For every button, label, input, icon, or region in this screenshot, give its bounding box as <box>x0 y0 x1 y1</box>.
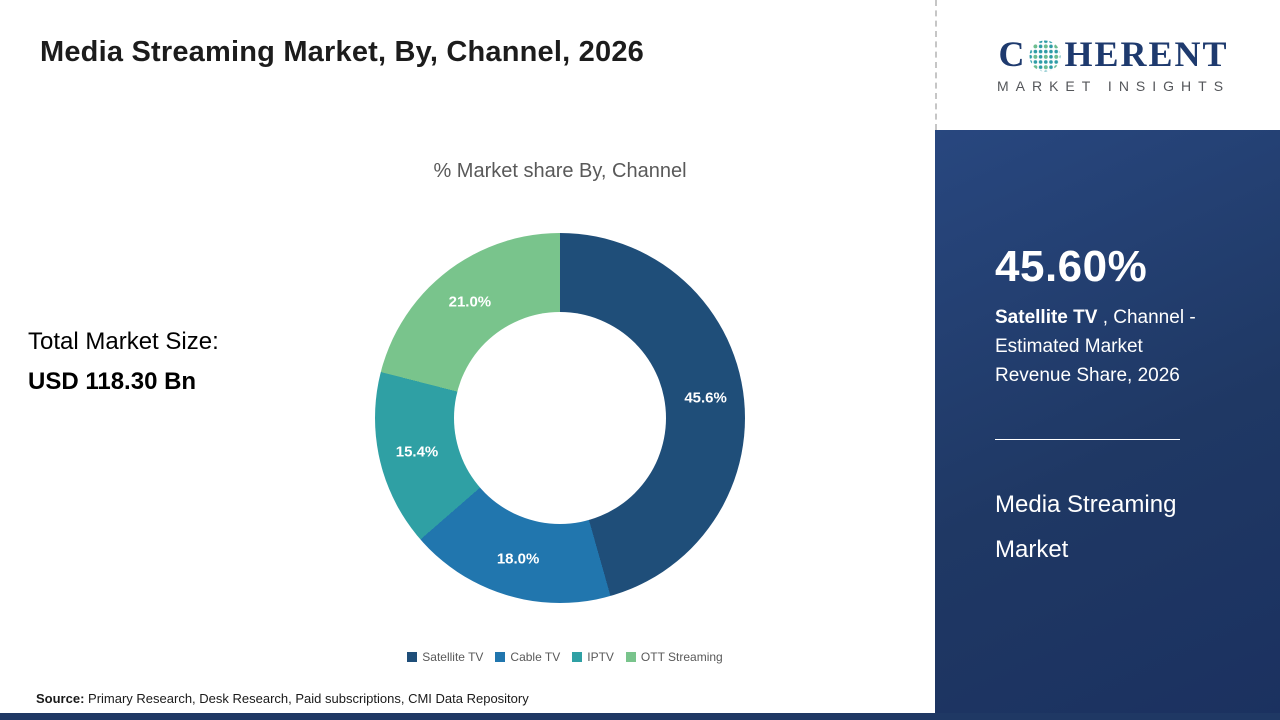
legend-swatch <box>625 652 636 662</box>
source-text: Primary Research, Desk Research, Paid su… <box>84 691 529 706</box>
slice-label: 18.0% <box>496 550 540 568</box>
brand-letter-c: C <box>998 34 1027 74</box>
legend-item: Cable TV <box>495 650 560 664</box>
highlight-stat: 45.60% <box>995 242 1148 291</box>
highlight-description: Satellite TV , Channel - Estimated Marke… <box>995 304 1210 391</box>
dotted-globe-icon <box>1029 40 1061 72</box>
right-sidebar: C HERENT <box>935 0 1280 720</box>
highlight-description-rest: , Channel - Estimated Market Revenue Sha… <box>995 307 1196 386</box>
footer-strip <box>0 713 1280 720</box>
chart-title: % Market share By, Channel <box>433 160 687 182</box>
legend-label: OTT Streaming <box>640 650 723 664</box>
source-label: Source: <box>36 691 85 706</box>
highlight-panel: 45.60% Satellite TV , Channel - Estimate… <box>935 130 1280 720</box>
total-market-size-label: Total Market Size: <box>28 328 219 355</box>
chart-legend: Satellite TV Cable TV IPTV OTT Streaming <box>370 650 760 664</box>
slice-label: 21.0% <box>448 293 492 311</box>
legend-swatch <box>572 652 583 662</box>
legend-item: IPTV <box>572 650 614 664</box>
brand-tagline: MARKET INSIGHTS <box>996 78 1231 94</box>
total-market-size-value: USD 118.30 Bn <box>28 368 197 395</box>
total-market-size: Total Market Size: USD 118.30 Bn <box>28 328 219 396</box>
market-name: Media Streaming Market <box>995 490 1177 564</box>
source-note: Source: Primary Research, Desk Research,… <box>36 691 529 706</box>
chart-section: Media Streaming Market, By, Channel, 202… <box>28 36 760 706</box>
legend-item: OTT Streaming <box>625 650 723 664</box>
page-title: Media Streaming Market, By, Channel, 202… <box>40 36 644 68</box>
legend-label: Cable TV <box>510 650 561 664</box>
donut-chart: 45.6% 18.0% 15.4% 21.0% <box>375 233 745 603</box>
brand-letters-rest: HERENT <box>1064 34 1229 74</box>
divider-line <box>995 438 1180 440</box>
slice-label: 15.4% <box>395 443 439 461</box>
legend-item: Satellite TV <box>407 650 483 664</box>
slice-label: 45.6% <box>684 389 727 407</box>
highlight-segment-name: Satellite TV <box>995 307 1098 328</box>
donut-hole <box>454 312 666 524</box>
logo-area: C HERENT <box>935 0 1280 130</box>
legend-swatch <box>407 652 418 662</box>
brand-logo: C HERENT <box>998 36 1228 72</box>
legend-label: Satellite TV <box>422 650 484 664</box>
legend-swatch <box>495 652 506 662</box>
legend-label: IPTV <box>587 650 614 664</box>
